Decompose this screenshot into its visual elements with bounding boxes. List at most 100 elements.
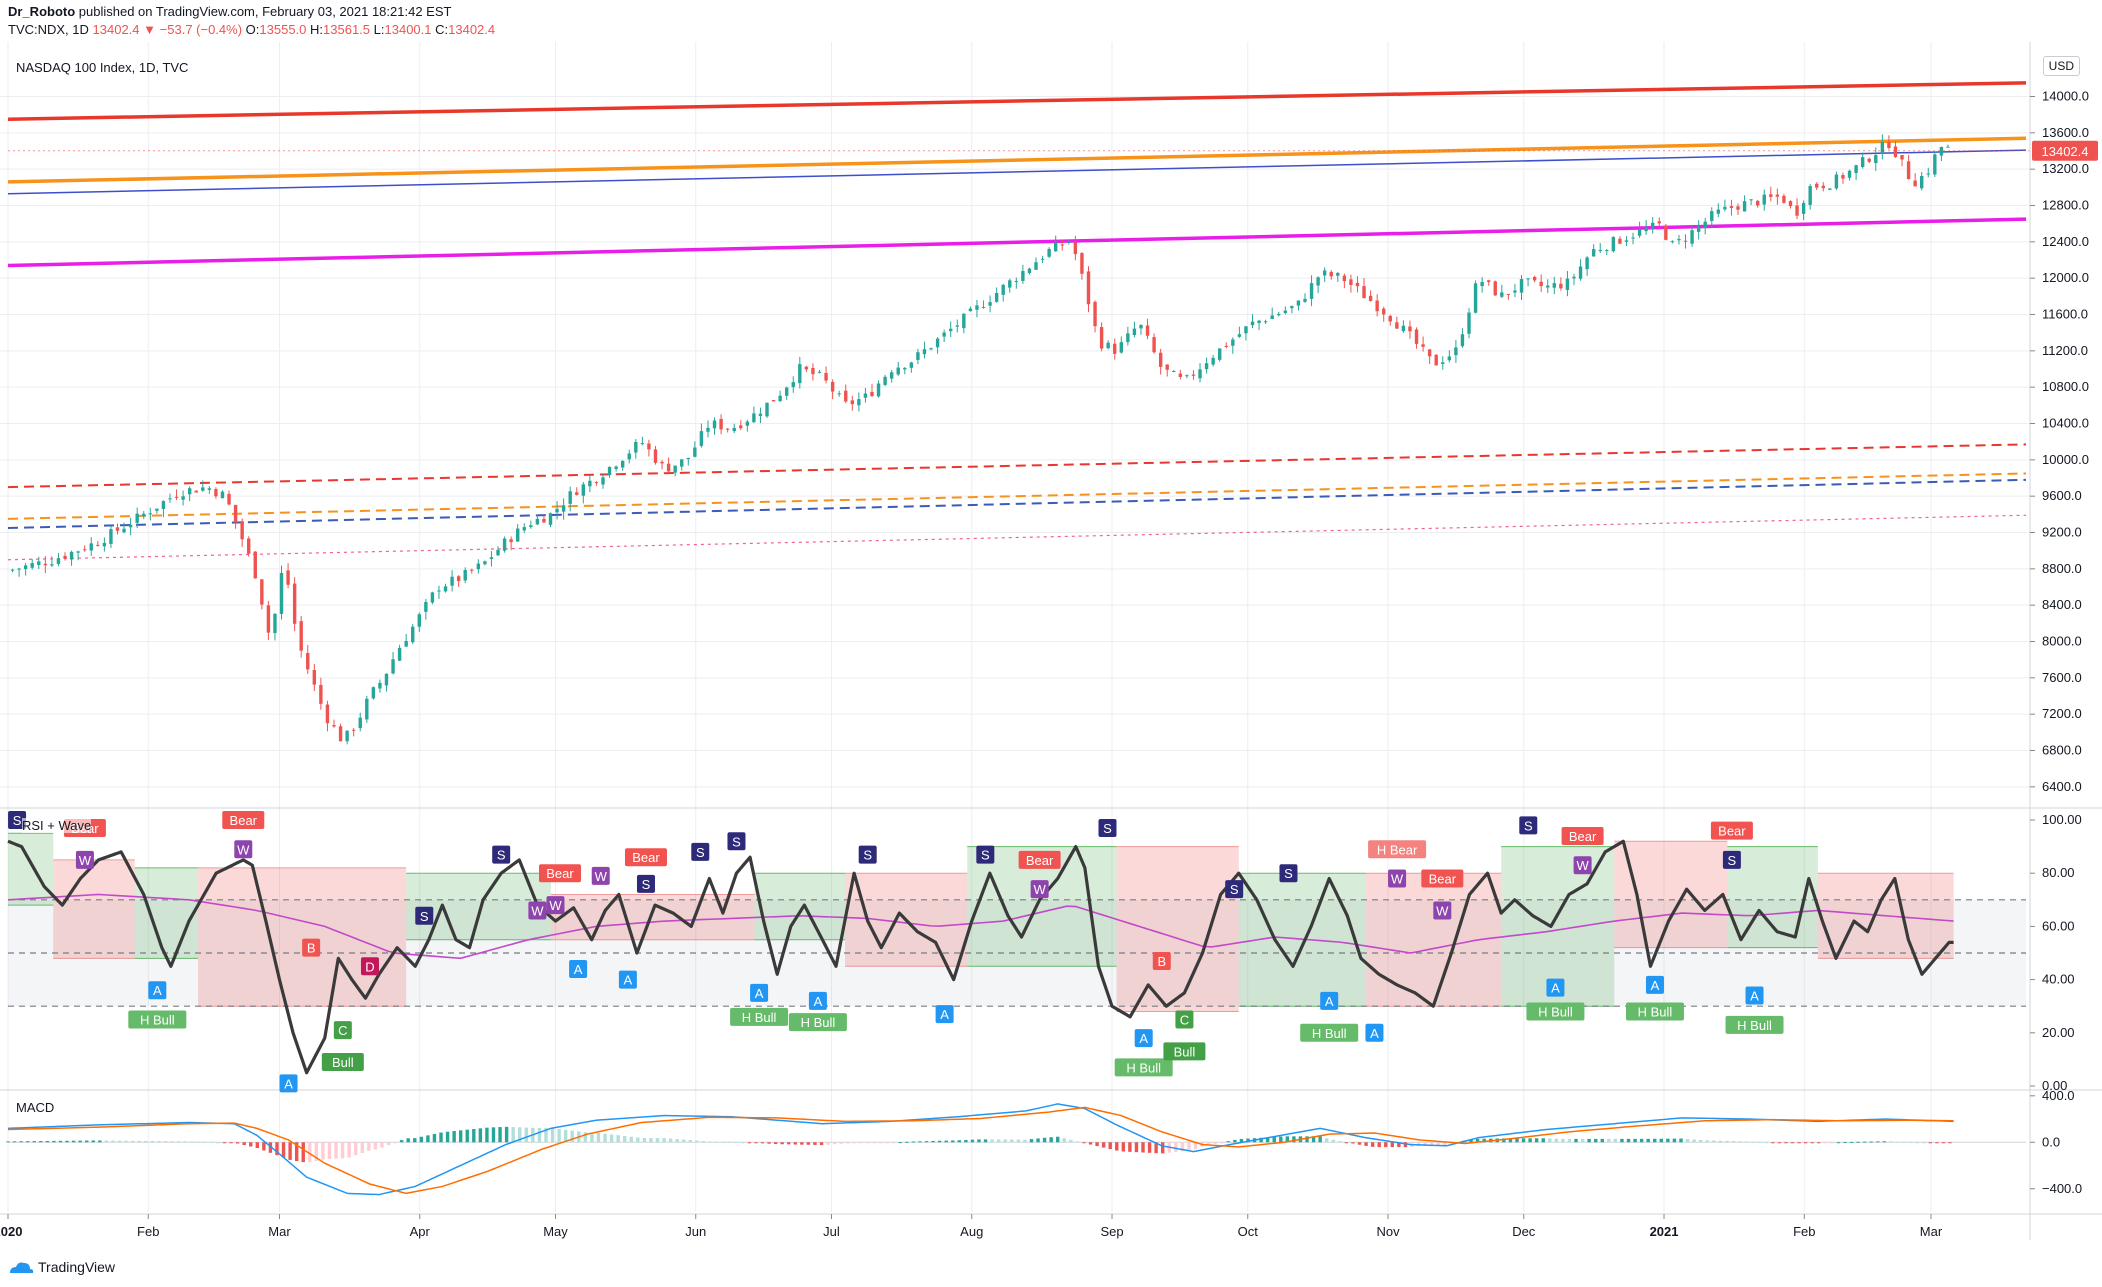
macd-histogram-bar bbox=[426, 1135, 430, 1143]
signal-label-text: A bbox=[1551, 981, 1560, 996]
candle-body bbox=[1395, 322, 1399, 329]
candle-body bbox=[1637, 229, 1642, 236]
signal-label-text: S bbox=[696, 845, 705, 860]
macd-histogram-bar bbox=[262, 1142, 266, 1151]
macd-tick-label: 400.0 bbox=[2042, 1088, 2075, 1103]
macd-histogram-bar bbox=[773, 1142, 778, 1145]
candle-body bbox=[1624, 240, 1629, 242]
macd-histogram-bar bbox=[996, 1139, 1001, 1143]
currency-badge[interactable]: USD bbox=[2042, 56, 2080, 76]
signal-label-text: H Bull bbox=[140, 1013, 175, 1028]
candle-body bbox=[1414, 329, 1419, 344]
rsi-signal-label-a: A bbox=[1745, 986, 1764, 1005]
macd-histogram-bar bbox=[760, 1142, 765, 1144]
publisher-name[interactable]: Dr_Roboto bbox=[8, 4, 76, 19]
candle-body bbox=[1887, 141, 1891, 148]
candle-body bbox=[1486, 280, 1491, 282]
signal-label-bg bbox=[935, 1005, 954, 1024]
rsi-signal-label-hbull: H Bull bbox=[1526, 1002, 1585, 1021]
candle-body bbox=[706, 427, 710, 432]
macd-histogram-bar bbox=[1377, 1142, 1381, 1148]
candle-body bbox=[1342, 275, 1347, 282]
candle-body bbox=[1828, 188, 1832, 190]
candle-body bbox=[227, 493, 231, 505]
signal-label-text: W bbox=[1436, 903, 1449, 918]
candle-body bbox=[332, 725, 336, 727]
signal-label-text: S bbox=[420, 909, 429, 924]
candle-body bbox=[1546, 285, 1550, 288]
candle-body bbox=[1316, 277, 1320, 286]
candle-body bbox=[1027, 268, 1032, 274]
axes: 14000.0 13600.0 13200.0 12800.0 12400.0 12000… bbox=[0, 42, 2102, 1240]
trendline-blue-dashed bbox=[7, 478, 2027, 529]
rsi-signal-label-s: S bbox=[1279, 864, 1298, 883]
macd-histogram-bar bbox=[308, 1142, 312, 1163]
candle-body bbox=[725, 428, 730, 430]
price-tick-label: 8400.0 bbox=[2042, 597, 2082, 612]
candle-body bbox=[1086, 271, 1091, 305]
candle-body bbox=[1434, 354, 1438, 366]
candle-body bbox=[69, 551, 74, 560]
low-label: L: bbox=[373, 22, 385, 37]
candle-body bbox=[1336, 273, 1340, 276]
rsi-band-red bbox=[198, 867, 407, 1007]
candle-body bbox=[63, 555, 67, 559]
price-tick-label: 10000.0 bbox=[2042, 452, 2089, 467]
candle-body bbox=[502, 538, 507, 551]
macd-histogram-bar bbox=[498, 1127, 502, 1143]
rsi-signal-label-a: A bbox=[1134, 1029, 1153, 1048]
candle-body bbox=[483, 561, 487, 565]
candle-body bbox=[765, 402, 769, 417]
signal-label-text: Bear bbox=[1429, 872, 1457, 887]
rsi-signal-label-a: A bbox=[618, 970, 637, 989]
low-value: 13400.1 bbox=[384, 22, 432, 37]
macd-histogram-bar bbox=[1744, 1141, 1749, 1143]
candle-body bbox=[581, 484, 586, 496]
macd-histogram-bar bbox=[557, 1128, 561, 1143]
signal-label-bg bbox=[539, 864, 582, 883]
macd-histogram-bar bbox=[649, 1138, 653, 1143]
candle-body bbox=[1644, 228, 1648, 232]
macd-histogram-bar bbox=[281, 1142, 286, 1158]
candle-body bbox=[889, 372, 894, 379]
macd-histogram-bar bbox=[209, 1142, 214, 1144]
macd-histogram-bar bbox=[1830, 1142, 1834, 1144]
macd-histogram-bar bbox=[413, 1138, 417, 1143]
macd-histogram-bar bbox=[1941, 1142, 1946, 1144]
macd-histogram-bar bbox=[1443, 1142, 1447, 1146]
time-tick-label: 2021 bbox=[1650, 1224, 1679, 1239]
signal-label-bg bbox=[234, 840, 253, 859]
signal-labels: SBearWAH BullBearWBACBullDSSBearWWWAABea… bbox=[8, 811, 1784, 1093]
signal-label-text: A bbox=[153, 983, 162, 998]
macd-histogram-bar bbox=[1049, 1137, 1053, 1143]
rsi-signal-label-a: A bbox=[935, 1005, 954, 1024]
macd-histogram-bar bbox=[1908, 1142, 1913, 1144]
macd-histogram-bar bbox=[1305, 1136, 1309, 1143]
macd-histogram-bar bbox=[1764, 1142, 1768, 1144]
candle-body bbox=[1119, 342, 1123, 353]
tradingview-logo[interactable]: TradingView bbox=[8, 1259, 115, 1275]
signal-label-bg bbox=[279, 1074, 298, 1093]
macd-histogram-bar bbox=[806, 1142, 811, 1145]
macd-histogram-bar bbox=[682, 1139, 686, 1143]
macd-histogram-bar bbox=[268, 1142, 273, 1153]
candle-body bbox=[1158, 352, 1163, 367]
price-tick-label: 13600.0 bbox=[2042, 125, 2089, 140]
macd-histogram-bar bbox=[636, 1137, 640, 1143]
signal-label-text: W bbox=[549, 898, 562, 913]
candle-body bbox=[601, 477, 605, 485]
candle-body bbox=[1591, 249, 1596, 257]
candle-body bbox=[1572, 276, 1576, 279]
macd-histogram-bar bbox=[1029, 1139, 1034, 1143]
signal-label-text: Bear bbox=[1026, 853, 1054, 868]
candle-body bbox=[187, 488, 192, 495]
candle-body bbox=[1532, 276, 1537, 281]
macd-histogram-bar bbox=[1429, 1142, 1434, 1146]
macd-histogram-bar bbox=[432, 1133, 437, 1143]
signal-label-bg bbox=[1573, 856, 1592, 875]
macd-histogram-bar bbox=[990, 1139, 994, 1143]
signal-label-text: A bbox=[624, 973, 633, 988]
macd-histogram-bar bbox=[1613, 1138, 1618, 1143]
macd-histogram-bar bbox=[1521, 1138, 1526, 1143]
